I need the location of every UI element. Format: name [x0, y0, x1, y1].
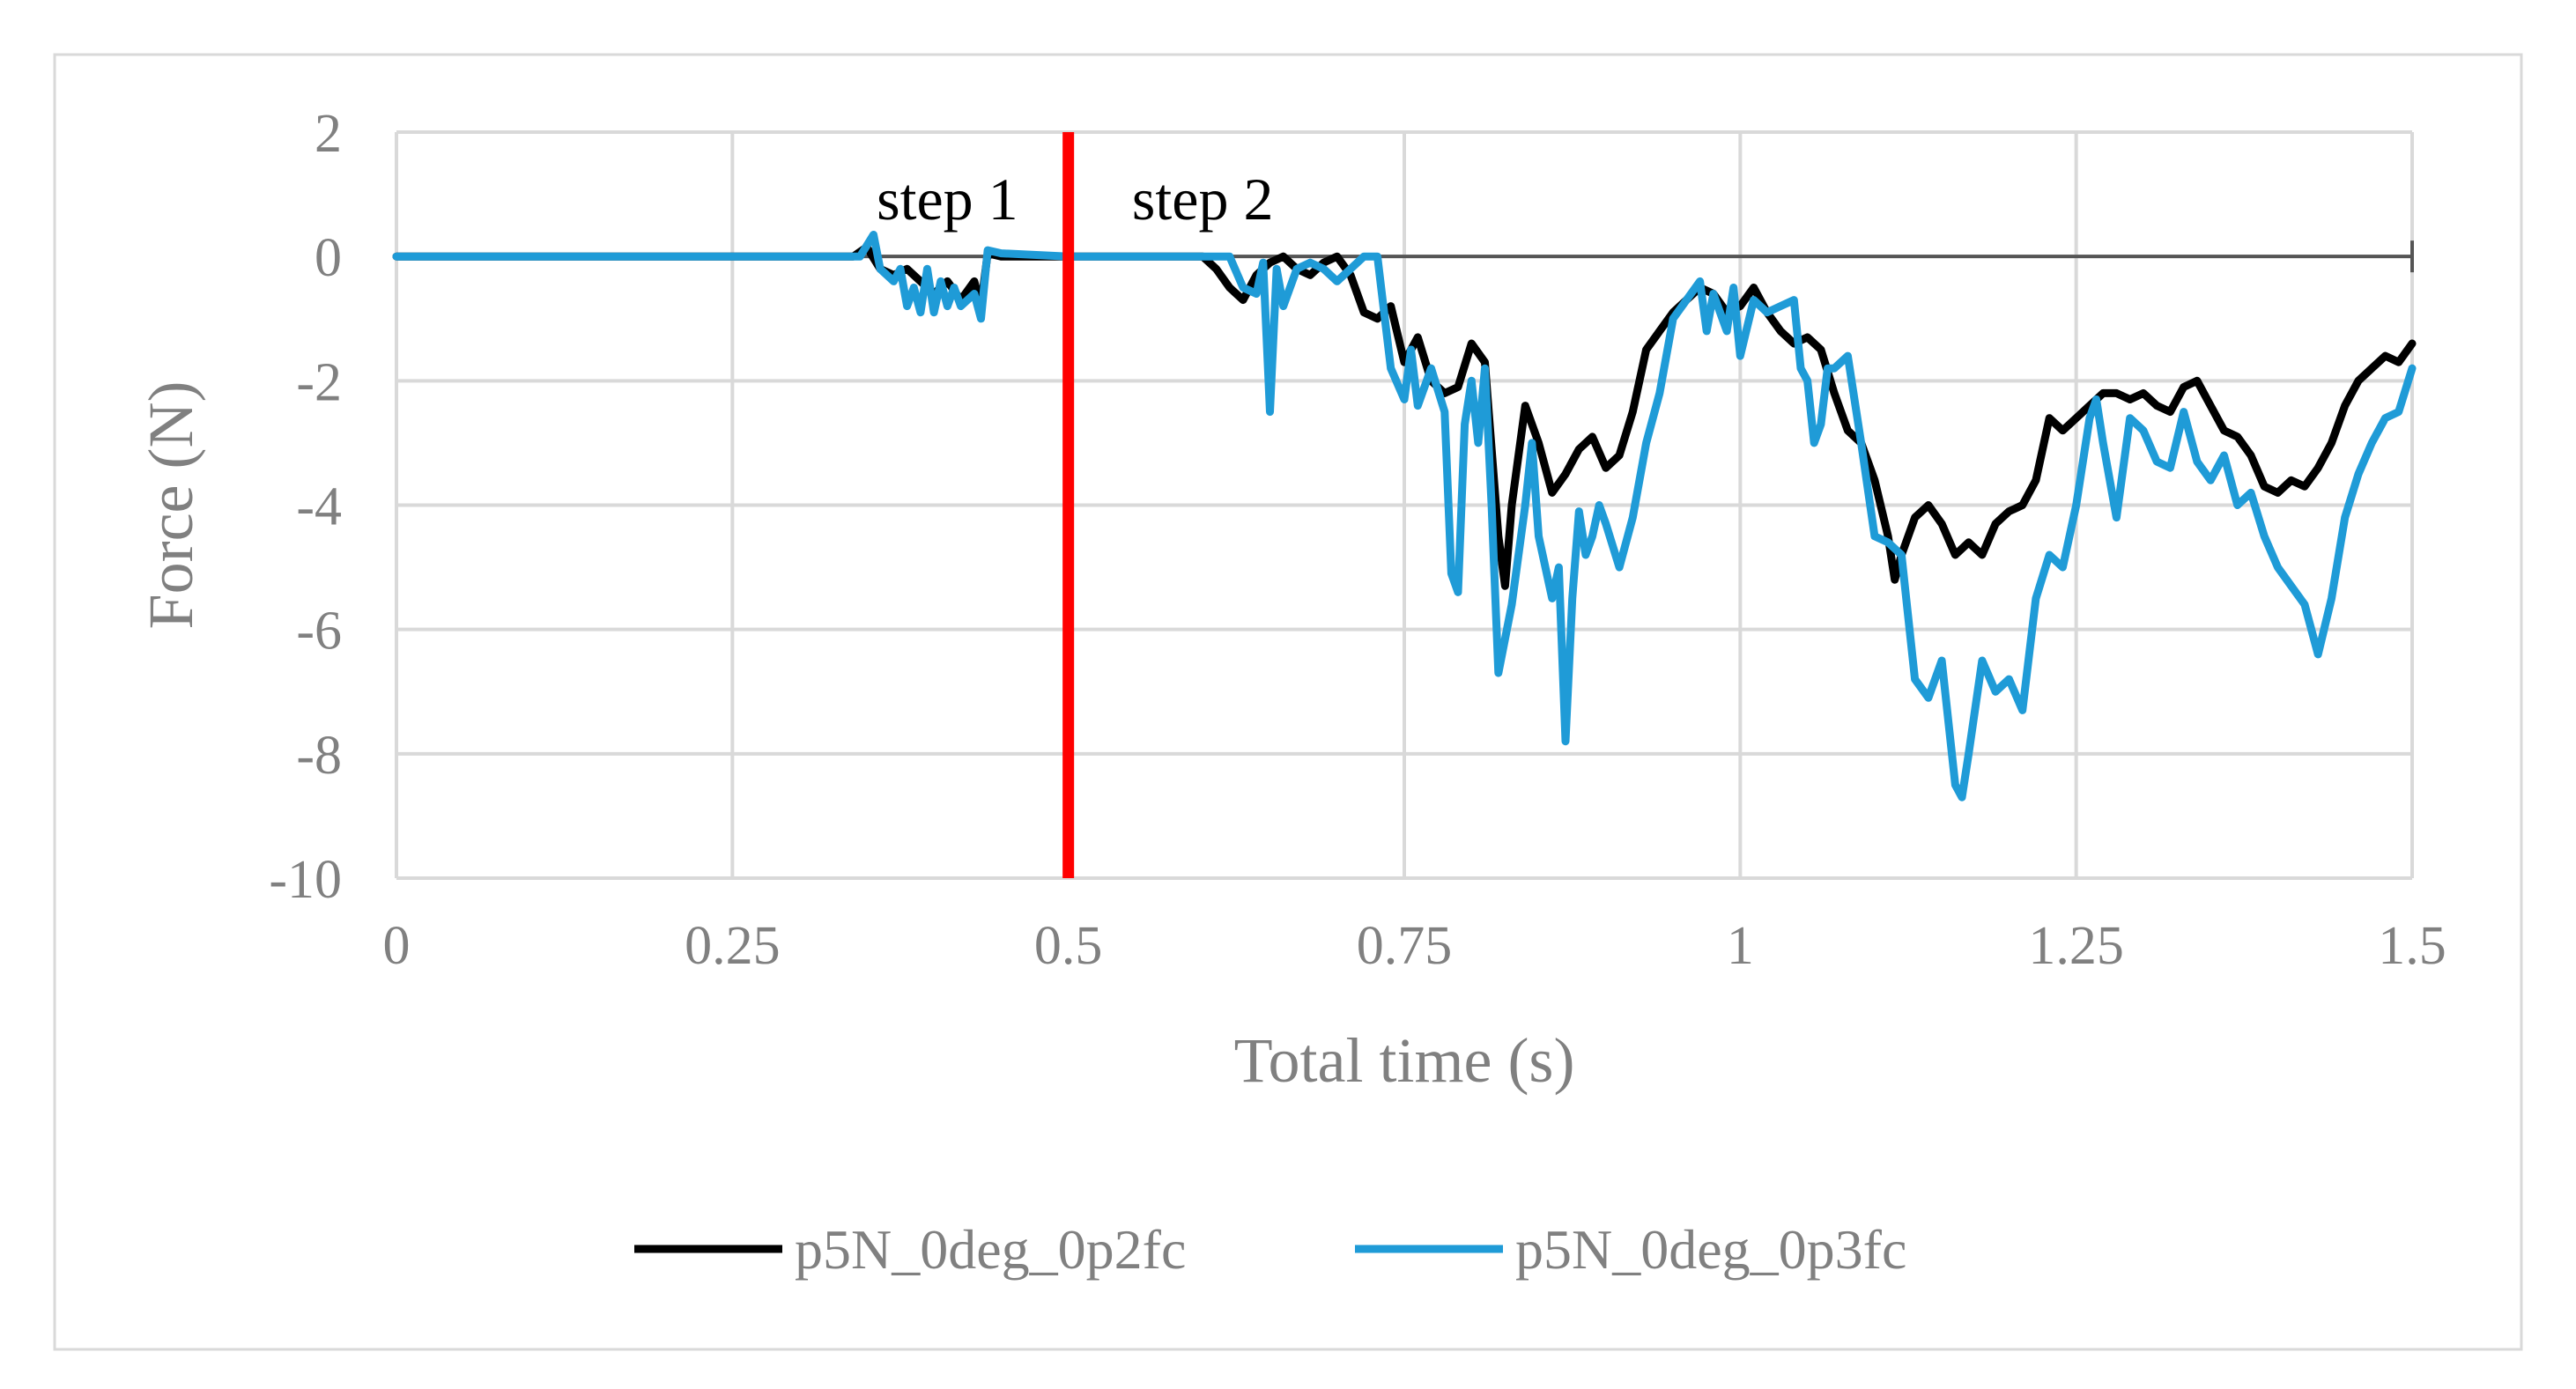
series-line-2 [392, 231, 2417, 802]
y-tick-label: -4 [296, 477, 342, 537]
y-tick-label: -10 [269, 850, 342, 910]
y-axis-label: Force (N) [136, 381, 206, 630]
legend: p5N_0deg_0p2fc p5N_0deg_0p3fc [634, 1218, 1906, 1281]
x-tick-label: 0.25 [685, 916, 781, 976]
y-tick-label: 0 [315, 228, 342, 288]
series-layer [392, 132, 2417, 878]
x-tick-label: 1.5 [2378, 916, 2446, 976]
x-tick-label: 0 [383, 916, 411, 976]
chart-border [53, 53, 2523, 1351]
annotation-step-1: step 1 [877, 166, 1018, 233]
y-tick-label: -6 [296, 602, 342, 661]
legend-label-series-1: p5N_0deg_0p2fc [795, 1218, 1186, 1281]
series-line-1 [392, 243, 2417, 590]
y-tick-label: -2 [296, 352, 342, 412]
x-tick-label: 0.75 [1357, 916, 1453, 976]
x-tick-label: 0.5 [1034, 916, 1103, 976]
legend-label-series-2: p5N_0deg_0p3fc [1515, 1218, 1906, 1281]
x-axis-label: Total time (s) [1234, 1025, 1575, 1096]
y-tick-label: 2 [315, 104, 342, 164]
y-tick-label: -8 [296, 726, 342, 786]
annotation-layer: step 1 step 2 [877, 166, 1273, 233]
annotation-step-2: step 2 [1132, 166, 1274, 233]
x-tick-label: 1 [1727, 916, 1754, 976]
x-tick-label: 1.25 [2028, 916, 2124, 976]
